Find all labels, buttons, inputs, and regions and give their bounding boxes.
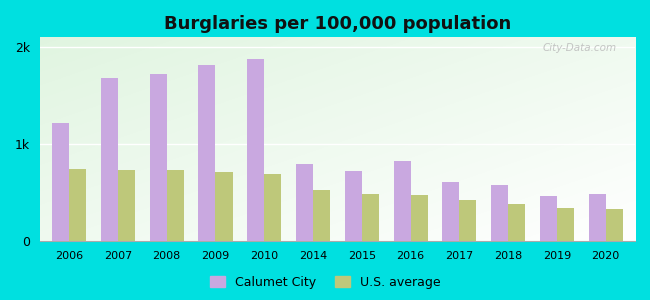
Bar bbox=[606, 209, 623, 241]
Bar bbox=[393, 161, 411, 241]
Bar bbox=[101, 78, 118, 241]
Bar bbox=[491, 185, 508, 241]
Bar bbox=[52, 123, 69, 241]
Bar bbox=[69, 169, 86, 241]
Bar bbox=[166, 170, 184, 241]
Text: City-Data.com: City-Data.com bbox=[543, 44, 617, 53]
Bar bbox=[313, 190, 330, 241]
Bar bbox=[540, 196, 557, 241]
Legend: Calumet City, U.S. average: Calumet City, U.S. average bbox=[205, 271, 445, 294]
Bar bbox=[150, 74, 166, 241]
Bar bbox=[411, 195, 428, 241]
Bar bbox=[508, 204, 525, 241]
Bar bbox=[215, 172, 233, 241]
Bar bbox=[296, 164, 313, 241]
Bar bbox=[460, 200, 476, 241]
Bar bbox=[557, 208, 574, 241]
Bar bbox=[362, 194, 379, 241]
Title: Burglaries per 100,000 population: Burglaries per 100,000 population bbox=[164, 15, 511, 33]
Bar bbox=[118, 170, 135, 241]
Bar bbox=[344, 171, 362, 241]
Bar bbox=[589, 194, 606, 241]
Bar bbox=[198, 64, 215, 241]
Bar bbox=[247, 59, 265, 241]
Bar bbox=[442, 182, 460, 241]
Bar bbox=[265, 174, 281, 241]
